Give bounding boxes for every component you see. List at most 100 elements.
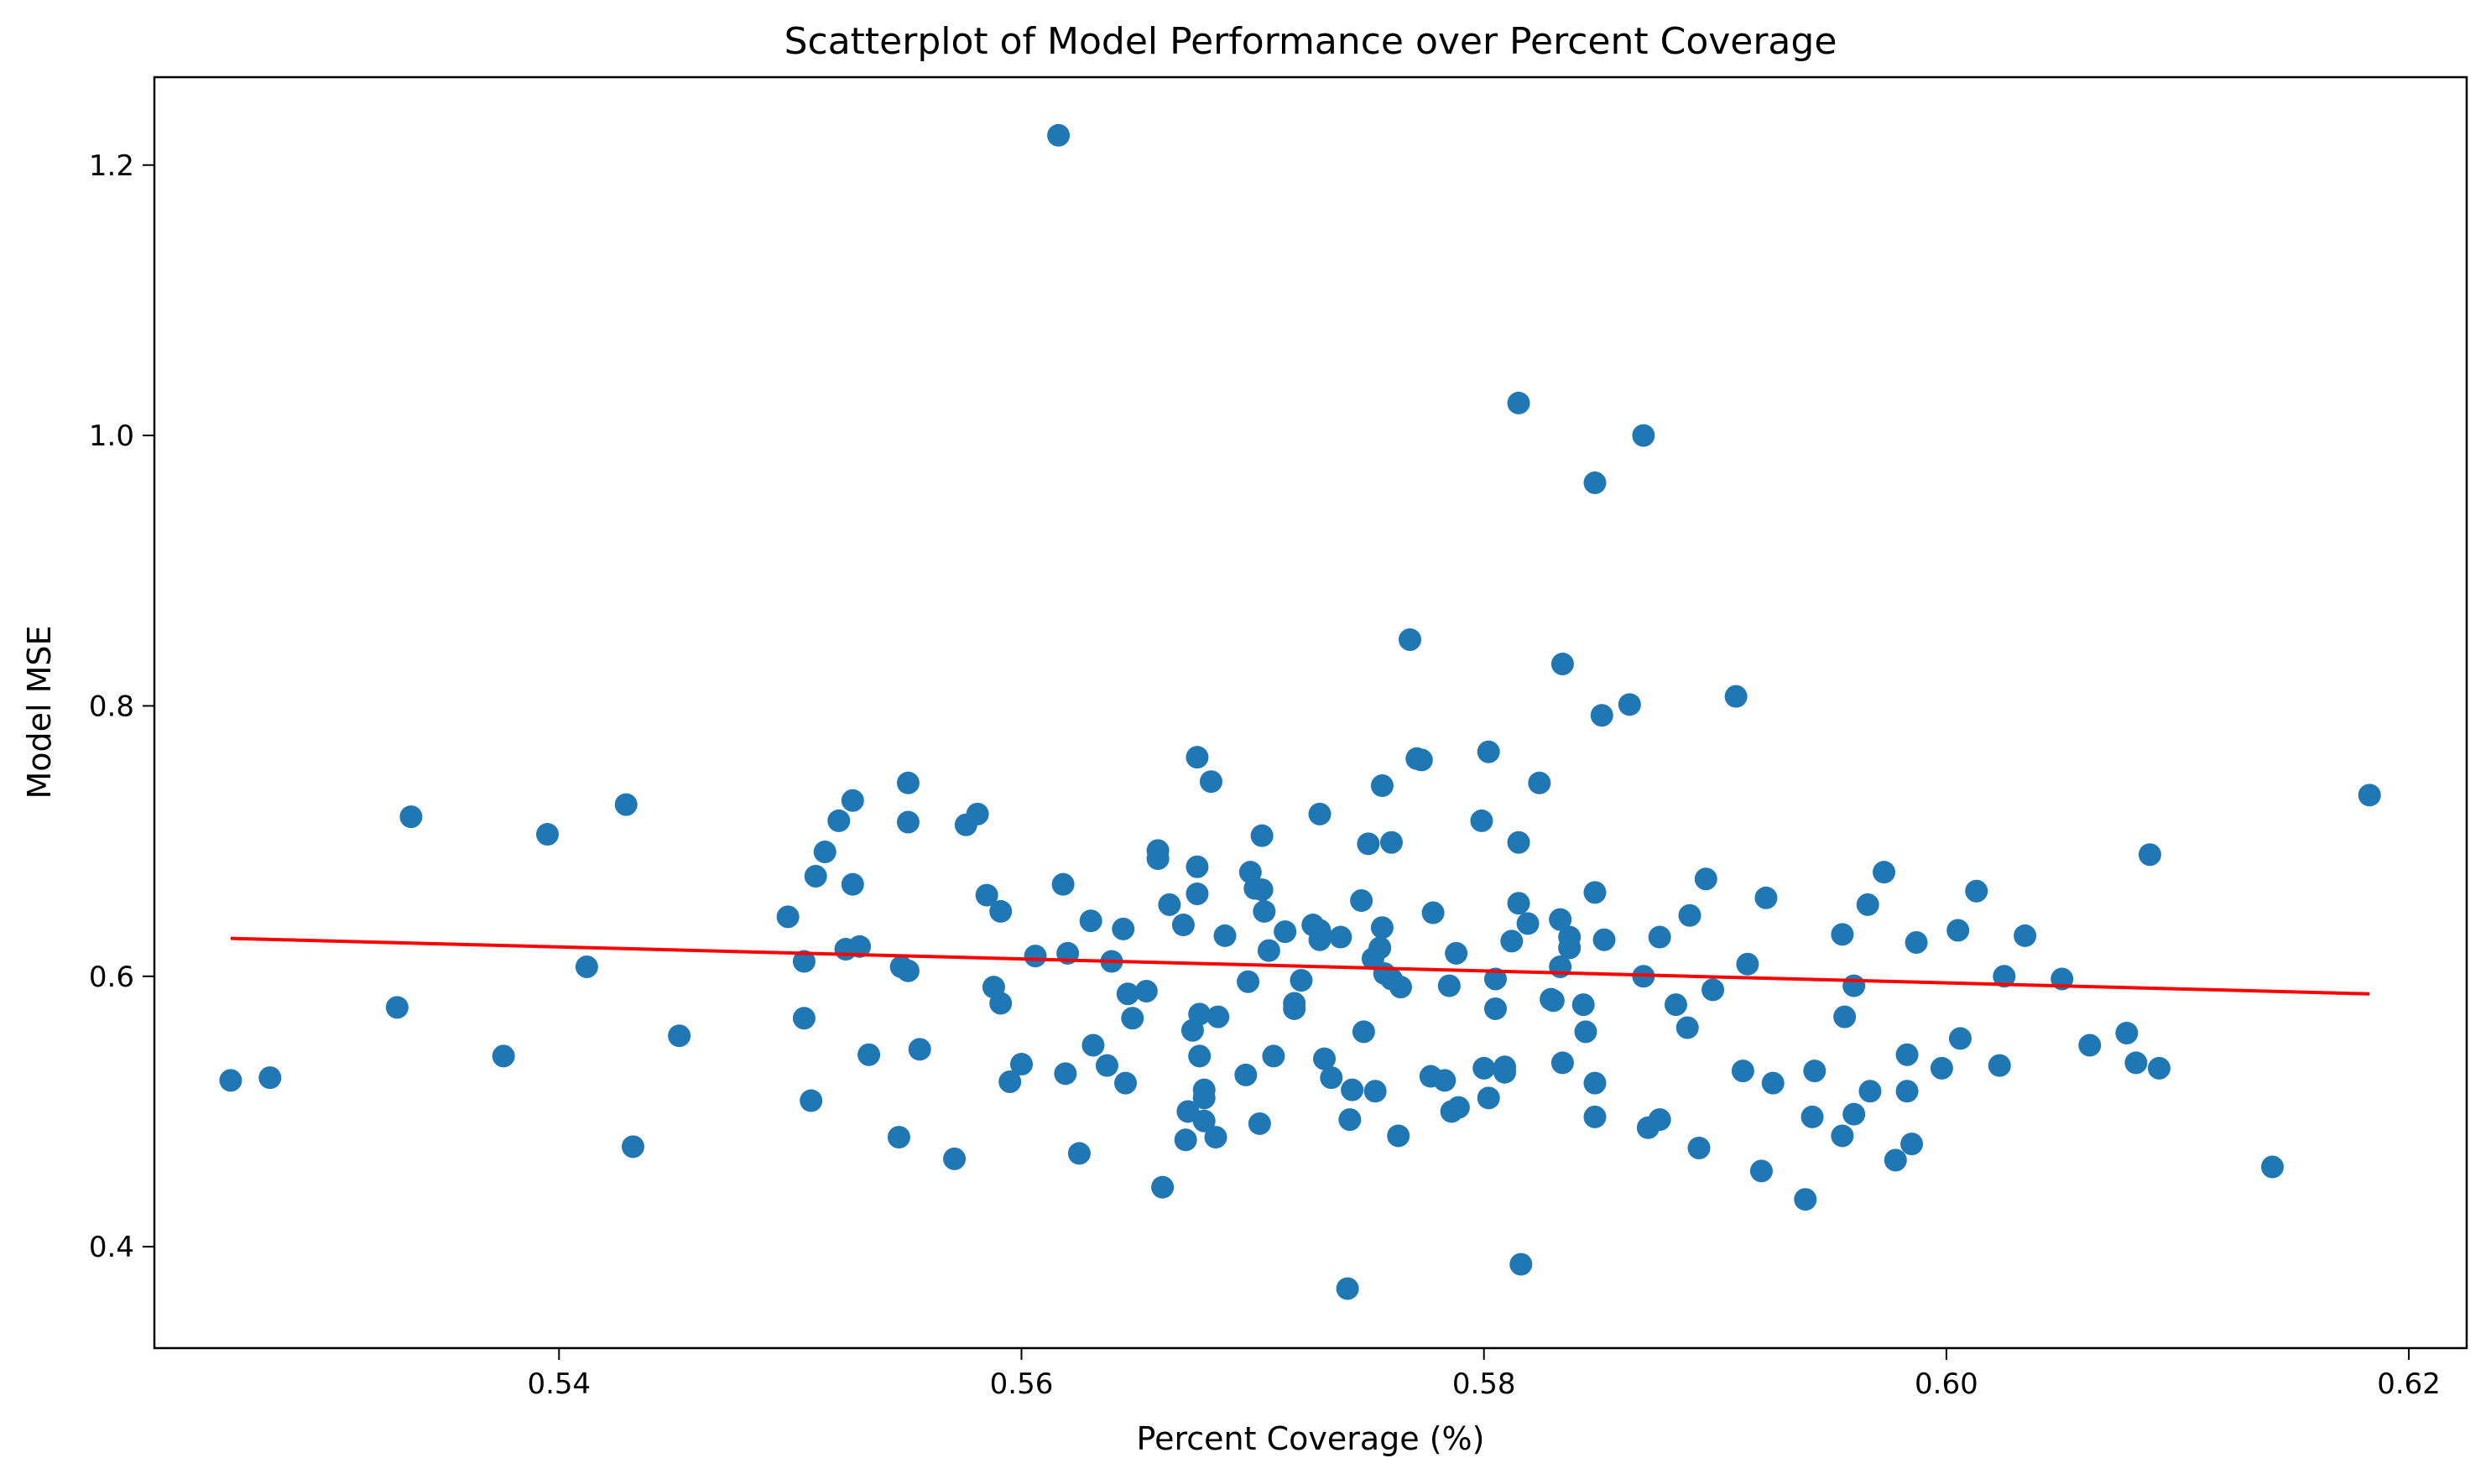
data-point [1192, 1086, 1216, 1110]
data-point [575, 955, 598, 978]
data-point [1290, 969, 1313, 992]
y-tick-label: 0.4 [89, 1231, 134, 1264]
data-point [1736, 952, 1759, 976]
data-point [1761, 1071, 1785, 1095]
data-point [1274, 920, 1297, 944]
data-point [1946, 919, 1970, 942]
data-point [1370, 916, 1394, 940]
data-point [1731, 1060, 1754, 1083]
data-point [1257, 939, 1280, 962]
data-point [800, 1089, 823, 1112]
data-point [857, 1043, 881, 1066]
data-point [1895, 1080, 1919, 1103]
data-point [492, 1044, 515, 1068]
data-point [1121, 1007, 1144, 1030]
data-point [1965, 879, 1988, 903]
data-point [1754, 886, 1778, 909]
data-point [1421, 901, 1445, 924]
data-point [1794, 1188, 1817, 1211]
data-point [1188, 1002, 1212, 1026]
data-point [2260, 1155, 2284, 1179]
data-point [2014, 924, 2037, 947]
data-point [1174, 1128, 1197, 1152]
data-point [1842, 974, 1866, 997]
data-point [1724, 685, 1748, 708]
data-point [1905, 930, 1928, 954]
data-point [1590, 704, 1613, 727]
data-point [1549, 908, 1572, 931]
data-point [1341, 1078, 1364, 1101]
data-point [1507, 892, 1530, 915]
data-point [1592, 928, 1616, 951]
data-point [1234, 1063, 1258, 1086]
data-point [989, 899, 1013, 923]
data-point [1188, 1044, 1212, 1068]
data-point [1338, 1108, 1362, 1132]
data-point [1336, 1277, 1359, 1300]
x-tick-label: 0.56 [990, 1367, 1054, 1401]
data-point [1095, 1054, 1118, 1077]
data-point [1192, 1109, 1216, 1133]
data-point [1370, 774, 1394, 798]
data-point [813, 841, 836, 864]
data-point [1507, 831, 1530, 854]
data-point [1831, 1124, 1854, 1148]
data-point [1583, 1105, 1607, 1128]
data-point [1895, 1043, 1919, 1066]
data-point [1248, 1112, 1271, 1135]
data-point [1483, 967, 1507, 991]
data-point [1632, 424, 1655, 447]
data-point [1329, 925, 1352, 949]
data-point [1900, 1133, 1924, 1156]
data-point [1112, 917, 1135, 940]
data-point [1352, 1020, 1375, 1044]
data-point [1483, 997, 1507, 1020]
data-point [536, 823, 560, 846]
data-point [1253, 899, 1276, 923]
data-point [1648, 925, 1671, 949]
y-tick-label: 1.0 [89, 419, 134, 453]
data-point [1350, 889, 1373, 913]
data-point [887, 1126, 910, 1149]
data-point [1675, 1016, 1699, 1039]
y-axis-title: Model MSE [21, 625, 58, 799]
data-point [1114, 1071, 1138, 1095]
data-point [1067, 1142, 1091, 1165]
data-point [2147, 1056, 2171, 1080]
data-point [1250, 878, 1274, 902]
data-point [1993, 965, 2016, 988]
x-tick-label: 0.54 [527, 1367, 591, 1401]
x-axis-ticks: 0.54 0.56 0.58 0.60 0.62 [527, 1348, 2441, 1401]
y-tick-label: 1.2 [89, 149, 134, 183]
data-point [1507, 391, 1530, 414]
data-point [1389, 976, 1412, 999]
data-point [1477, 740, 1500, 763]
data-point [1493, 1060, 1517, 1084]
data-point [1357, 832, 1380, 856]
data-point [1250, 824, 1274, 847]
data-point [2124, 1051, 2148, 1075]
data-point [1313, 1047, 1337, 1070]
data-point [1831, 923, 1854, 946]
data-point [1833, 1005, 1857, 1028]
data-point [1186, 746, 1209, 769]
data-point [1858, 1080, 1882, 1103]
data-point [1550, 652, 1574, 675]
data-point [1948, 1027, 1972, 1050]
data-point [1516, 912, 1540, 935]
data-point [1930, 1056, 1953, 1080]
x-tick-label: 0.62 [2377, 1367, 2441, 1401]
data-point [1472, 1056, 1496, 1080]
data-point [1500, 929, 1524, 953]
data-point [1445, 941, 1468, 965]
data-point [975, 883, 998, 907]
data-point [1872, 861, 1895, 884]
chart-title: Scatterplot of Model Performance over Pe… [784, 20, 1837, 63]
data-point [1081, 1034, 1105, 1057]
data-point [1574, 1020, 1597, 1044]
data-point [966, 802, 989, 825]
plot-frame [153, 76, 2468, 1350]
data-point [1262, 1044, 1285, 1068]
